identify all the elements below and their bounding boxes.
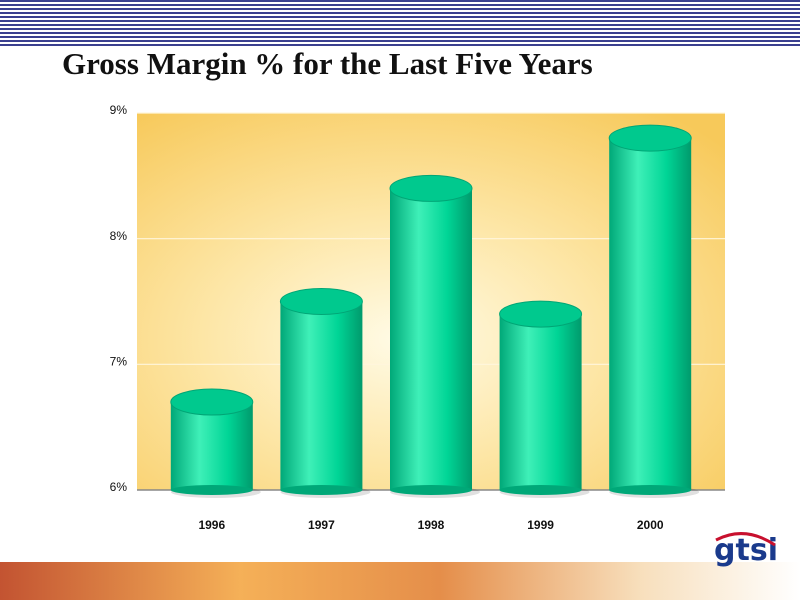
y-tick-label: 9% bbox=[110, 103, 128, 117]
x-tick-label: 1996 bbox=[198, 518, 225, 532]
bar-top bbox=[279, 288, 363, 315]
bar-base bbox=[390, 485, 472, 495]
bar-base bbox=[280, 485, 363, 495]
bar-base bbox=[499, 485, 582, 495]
bar bbox=[280, 301, 363, 490]
bar-base bbox=[170, 485, 253, 495]
logo-swoosh bbox=[715, 532, 776, 547]
bar bbox=[609, 138, 692, 490]
y-tick-label: 7% bbox=[110, 355, 128, 369]
chart-title: Gross Margin % for the Last Five Years bbox=[62, 46, 593, 81]
bar bbox=[170, 402, 253, 490]
footer-band bbox=[0, 562, 800, 600]
bar-top bbox=[170, 388, 254, 416]
x-tick-label: 1999 bbox=[527, 518, 554, 532]
y-tick-label: 6% bbox=[110, 480, 128, 494]
bar-top bbox=[608, 124, 692, 152]
bar-top bbox=[499, 300, 583, 328]
bar-top bbox=[389, 174, 473, 202]
x-tick-label: 1997 bbox=[308, 518, 335, 532]
bar-base bbox=[609, 485, 692, 495]
header-stripes bbox=[0, 0, 800, 46]
y-tick-label: 8% bbox=[110, 229, 128, 243]
bar bbox=[499, 314, 582, 490]
x-tick-label: 2000 bbox=[637, 518, 664, 532]
bar bbox=[390, 188, 472, 490]
x-tick-label: 1998 bbox=[418, 518, 445, 532]
